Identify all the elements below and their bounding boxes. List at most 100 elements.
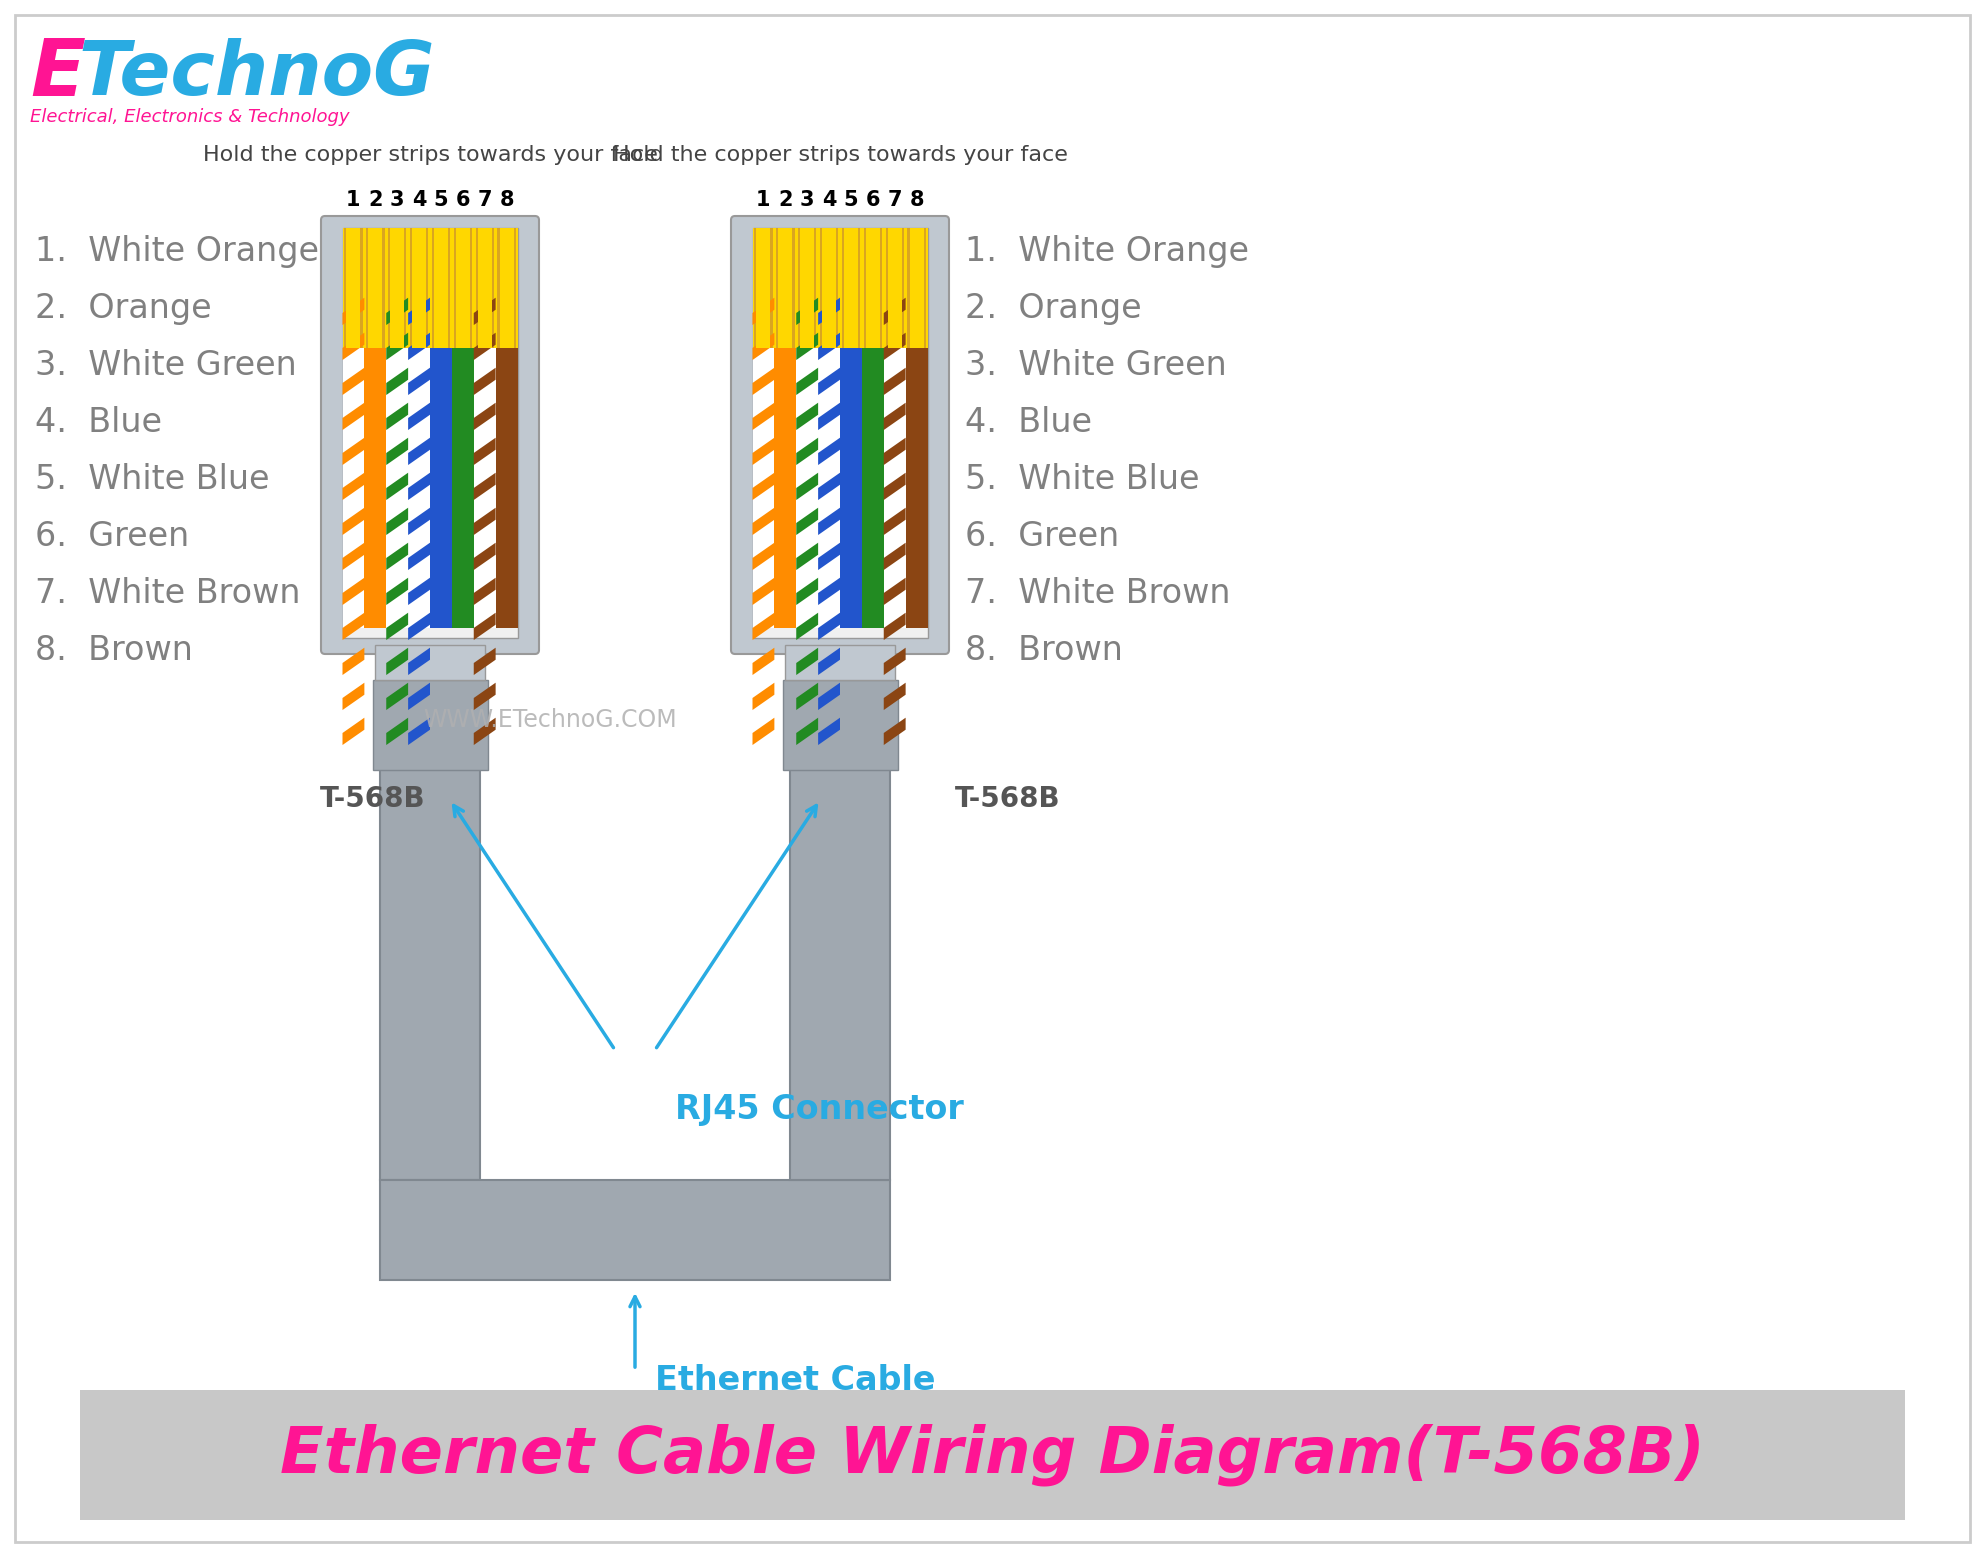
Text: 7: 7 (478, 190, 492, 210)
Polygon shape (409, 718, 431, 746)
Polygon shape (796, 403, 818, 430)
Text: 2.  Orange: 2. Orange (965, 293, 1141, 325)
Bar (455, 227, 472, 349)
Bar (909, 227, 923, 349)
Polygon shape (752, 297, 774, 325)
Polygon shape (387, 508, 409, 536)
Polygon shape (818, 438, 840, 466)
Polygon shape (343, 438, 365, 466)
Bar (409, 349, 431, 627)
Polygon shape (796, 297, 818, 325)
Text: TechnoG: TechnoG (77, 37, 435, 111)
Polygon shape (883, 613, 905, 640)
Text: 7.  White Brown: 7. White Brown (36, 578, 300, 610)
Bar (373, 680, 488, 771)
Text: 8: 8 (500, 190, 514, 210)
Text: 4: 4 (411, 190, 427, 210)
Bar (476, 227, 494, 349)
Text: 4: 4 (822, 190, 836, 210)
Bar (478, 227, 492, 349)
Polygon shape (409, 508, 431, 536)
Polygon shape (474, 367, 496, 395)
Text: Hold the copper strips towards your face: Hold the copper strips towards your face (613, 145, 1068, 165)
Bar (784, 645, 895, 680)
Polygon shape (409, 367, 431, 395)
Polygon shape (796, 438, 818, 466)
Text: 5: 5 (844, 190, 858, 210)
Text: T-568B: T-568B (955, 785, 1060, 813)
Bar (776, 227, 794, 349)
Bar (907, 227, 925, 349)
Bar (387, 349, 409, 627)
Text: 2: 2 (778, 190, 792, 210)
Polygon shape (343, 682, 365, 710)
Text: 3.  White Green: 3. White Green (965, 349, 1227, 381)
Bar (343, 227, 518, 638)
Text: 3.  White Green: 3. White Green (36, 349, 296, 381)
Bar (798, 227, 816, 349)
Polygon shape (883, 297, 905, 325)
Bar (391, 227, 405, 349)
Text: 5.  White Blue: 5. White Blue (965, 462, 1199, 497)
Bar (435, 227, 449, 349)
Polygon shape (818, 613, 840, 640)
Bar (800, 227, 814, 349)
Bar (409, 227, 429, 349)
Polygon shape (387, 718, 409, 746)
Text: T-568B: T-568B (320, 785, 425, 813)
Polygon shape (818, 508, 840, 536)
Polygon shape (343, 473, 365, 500)
Text: Ethernet Cable: Ethernet Cable (655, 1364, 935, 1397)
Text: 3: 3 (800, 190, 814, 210)
Polygon shape (387, 403, 409, 430)
Polygon shape (387, 438, 409, 466)
Text: Ethernet Cable Wiring Diagram(T-568B): Ethernet Cable Wiring Diagram(T-568B) (280, 1423, 1705, 1487)
Polygon shape (409, 333, 431, 360)
Text: E: E (30, 34, 85, 114)
Text: WWW.ETechnoG.COM: WWW.ETechnoG.COM (423, 708, 677, 732)
Polygon shape (818, 403, 840, 430)
Polygon shape (752, 403, 774, 430)
Bar (379, 771, 480, 1180)
Bar (796, 349, 818, 627)
Text: 5.  White Blue: 5. White Blue (36, 462, 270, 497)
Text: 8.  Brown: 8. Brown (965, 634, 1124, 666)
Bar (343, 227, 518, 349)
Bar (820, 227, 838, 349)
Bar (365, 349, 387, 627)
Polygon shape (883, 508, 905, 536)
Bar (379, 1180, 889, 1280)
Text: 6.  Green: 6. Green (36, 520, 189, 553)
Bar (754, 227, 772, 349)
Polygon shape (409, 403, 431, 430)
Bar (885, 227, 903, 349)
Polygon shape (752, 543, 774, 570)
Bar (905, 349, 927, 627)
Polygon shape (796, 682, 818, 710)
Polygon shape (752, 648, 774, 676)
Bar (387, 227, 407, 349)
Bar (453, 349, 474, 627)
Text: 7.  White Brown: 7. White Brown (965, 578, 1231, 610)
Polygon shape (474, 648, 496, 676)
Text: 4.  Blue: 4. Blue (965, 406, 1092, 439)
Polygon shape (409, 438, 431, 466)
Polygon shape (343, 367, 365, 395)
Polygon shape (752, 438, 774, 466)
Polygon shape (343, 297, 365, 325)
Polygon shape (343, 718, 365, 746)
Text: 6: 6 (865, 190, 879, 210)
Text: Electrical, Electronics & Technology: Electrical, Electronics & Technology (30, 107, 349, 126)
Bar (778, 227, 792, 349)
Bar (863, 227, 881, 349)
Bar (433, 227, 451, 349)
Polygon shape (796, 648, 818, 676)
Bar (752, 227, 927, 349)
Polygon shape (474, 473, 496, 500)
Polygon shape (474, 403, 496, 430)
Text: 1: 1 (345, 190, 361, 210)
Polygon shape (752, 473, 774, 500)
FancyBboxPatch shape (322, 216, 540, 654)
Polygon shape (883, 718, 905, 746)
Bar (861, 349, 883, 627)
